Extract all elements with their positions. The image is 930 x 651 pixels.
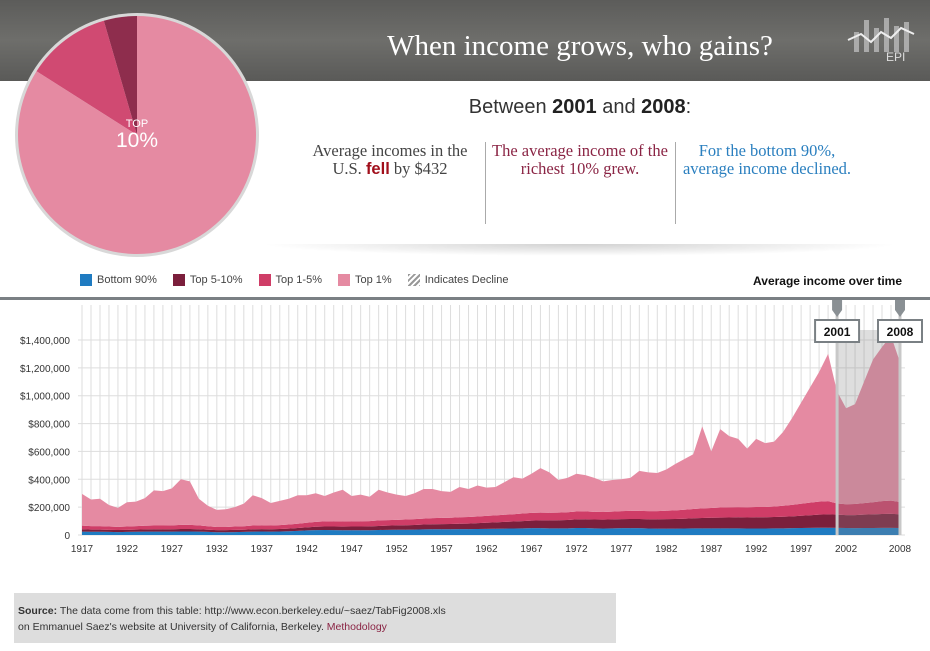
income-area-chart: 2001 2008 0 $200,000 $400,000 $600,000 $800,00… xyxy=(20,300,923,555)
x-tick-label: 1947 xyxy=(341,544,364,555)
chart-heading: Average income over time xyxy=(753,274,902,288)
summary-fell: fell xyxy=(365,160,390,178)
legend-item-top-1-5[interactable]: Top 1-5% xyxy=(258,274,322,286)
x-tick-label: 1937 xyxy=(251,544,274,555)
pie-slice xyxy=(18,16,257,254)
y-tick-label: $1,400,000 xyxy=(20,336,70,347)
range-label-end xyxy=(877,319,923,343)
legend: Bottom 90% Top 5-10% Top 1-5% Top 1% Ind… xyxy=(80,274,508,286)
subtitle-text: Between xyxy=(468,96,553,118)
methodology-link[interactable]: Methodology xyxy=(326,621,387,633)
divider xyxy=(675,142,676,224)
x-tick-label: 1917 xyxy=(71,544,94,555)
range-handle-end-icon[interactable] xyxy=(895,300,905,317)
pie-label-value: 10% xyxy=(116,129,158,152)
epi-logo-icon xyxy=(847,18,915,52)
x-tick-label: 2002 xyxy=(835,544,858,555)
highlight-range xyxy=(837,330,900,535)
logo-text: EPI xyxy=(886,50,906,64)
y-tick-label: $200,000 xyxy=(28,503,70,514)
summary-overall: Average incomes in the U.S. fell by $432 xyxy=(300,141,480,179)
subtitle-text: : xyxy=(685,96,692,118)
x-tick-label: 1957 xyxy=(430,544,453,555)
summary-bottom90: For the bottom 90%, average income decli… xyxy=(682,141,852,178)
shadow-divider xyxy=(260,244,900,256)
x-tick-label: 1922 xyxy=(116,544,139,555)
legend-label: Top 1-5% xyxy=(275,274,322,286)
x-tick-label: 1952 xyxy=(385,544,408,555)
legend-label: Top 1% xyxy=(355,274,392,286)
x-tick-label: 1992 xyxy=(745,544,768,555)
legend-item-top-1[interactable]: Top 1% xyxy=(338,274,392,286)
x-tick-label: 2008 xyxy=(889,544,912,555)
area-top-5-10- xyxy=(82,513,900,533)
range-label-text: 2001 xyxy=(824,325,851,339)
x-tick-label: 1932 xyxy=(206,544,229,555)
legend-swatch xyxy=(172,274,185,286)
range-handle-start-icon[interactable] xyxy=(832,300,843,317)
y-tick-label: 0 xyxy=(64,531,70,542)
legend-item-bottom-90[interactable]: Bottom 90% xyxy=(80,274,157,286)
source-note: Source: The data come from this table: h… xyxy=(14,593,616,643)
range-label-text: 2008 xyxy=(887,325,914,339)
x-tick-label: 1972 xyxy=(565,544,588,555)
x-tick-label: 1987 xyxy=(700,544,723,555)
legend-item-decline: Indicates Decline xyxy=(407,274,509,286)
range-label-start xyxy=(814,319,861,343)
x-tick-label: 1997 xyxy=(790,544,813,555)
page-title: When income grows, who gains? xyxy=(387,30,773,62)
pie-label-top: TOP xyxy=(126,118,148,130)
divider xyxy=(485,142,486,224)
legend-swatch xyxy=(338,274,350,286)
area-top-1-5- xyxy=(82,500,900,531)
source-text: on Emmanuel Saez's website at University… xyxy=(18,621,327,633)
area-top-1- xyxy=(82,335,900,528)
legend-item-top-5-10[interactable]: Top 5-10% xyxy=(172,274,243,286)
pie-slice xyxy=(36,20,137,135)
summary-top10: The average income of the richest 10% gr… xyxy=(492,141,668,178)
x-tick-label: 1967 xyxy=(520,544,543,555)
summary-text: Average incomes in the U.S. xyxy=(312,141,468,178)
x-tick-label: 1927 xyxy=(161,544,184,555)
hatch-icon xyxy=(407,274,420,286)
legend-label: Top 5-10% xyxy=(189,274,243,286)
y-tick-label: $1,000,000 xyxy=(20,392,70,403)
x-tick-label: 1962 xyxy=(475,544,498,555)
subtitle-start-year: 2001 xyxy=(552,96,597,118)
source-label: Source: xyxy=(18,605,58,617)
x-tick-label: 1977 xyxy=(610,544,633,555)
period-subtitle: Between 2001 and 2008: xyxy=(330,96,830,119)
y-tick-label: $800,000 xyxy=(28,420,70,431)
y-tick-label: $1,200,000 xyxy=(20,364,70,375)
chart-top-bar xyxy=(0,297,930,300)
subtitle-text: and xyxy=(596,96,642,118)
x-tick-label: 1982 xyxy=(655,544,678,555)
source-text: The data come from this table: http://ww… xyxy=(57,605,446,617)
y-tick-label: $400,000 xyxy=(28,475,70,486)
y-tick-label: $600,000 xyxy=(28,447,70,458)
top-10-pie-chart: TOP 10% xyxy=(15,13,259,257)
summary-text: by $432 xyxy=(389,159,448,178)
legend-label: Bottom 90% xyxy=(97,274,157,286)
area-bottom-90- xyxy=(82,527,900,535)
pie-slice xyxy=(103,16,137,135)
legend-label: Indicates Decline xyxy=(424,274,509,286)
x-tick-label: 1942 xyxy=(296,544,319,555)
legend-swatch xyxy=(258,274,271,286)
subtitle-end-year: 2008 xyxy=(641,96,686,118)
legend-swatch xyxy=(80,274,92,286)
